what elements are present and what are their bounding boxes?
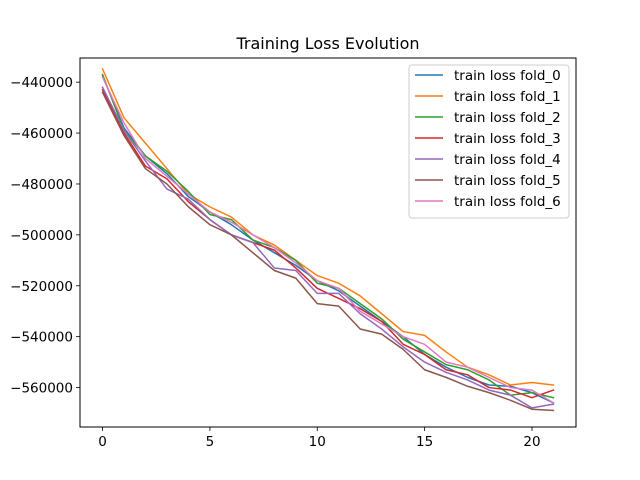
series-line-fold-5 [101, 91, 555, 412]
series-line-fold-6 [101, 76, 555, 404]
series-line-fold-4 [101, 86, 555, 409]
legend-box [408, 64, 570, 219]
y-tick-label: −520000 [10, 279, 73, 295]
x-axis: 0 5 10 15 20 [98, 427, 541, 450]
x-tick-label: 15 [416, 434, 433, 450]
legend-label: train loss fold_3 [454, 131, 561, 147]
y-tick-label: −440000 [10, 75, 73, 91]
x-tick-label: 10 [309, 434, 326, 450]
legend-label: train loss fold_5 [454, 173, 561, 189]
y-tick-label: −480000 [10, 177, 73, 193]
x-tick-label: 5 [206, 434, 215, 450]
legend-label: train loss fold_1 [454, 89, 561, 105]
y-tick-label: −560000 [10, 381, 73, 397]
plot-area [79, 57, 577, 428]
legend-label: train loss fold_0 [454, 68, 561, 84]
y-axis: −440000 −460000 −480000 −500000 −520000 −5400… [10, 75, 80, 397]
chart-title: Training Loss Evolution [236, 34, 420, 53]
x-tick-label: 20 [523, 434, 540, 450]
y-tick-label: −460000 [10, 126, 73, 142]
y-tick-label: −500000 [10, 228, 73, 244]
series-lines [101, 67, 555, 412]
legend-label: train loss fold_6 [454, 194, 561, 210]
x-tick-label: 0 [98, 434, 107, 450]
y-tick-label: −540000 [10, 330, 73, 346]
series-line-fold-2 [101, 73, 555, 399]
legend-label: train loss fold_4 [454, 152, 561, 168]
legend-label: train loss fold_2 [454, 110, 561, 126]
